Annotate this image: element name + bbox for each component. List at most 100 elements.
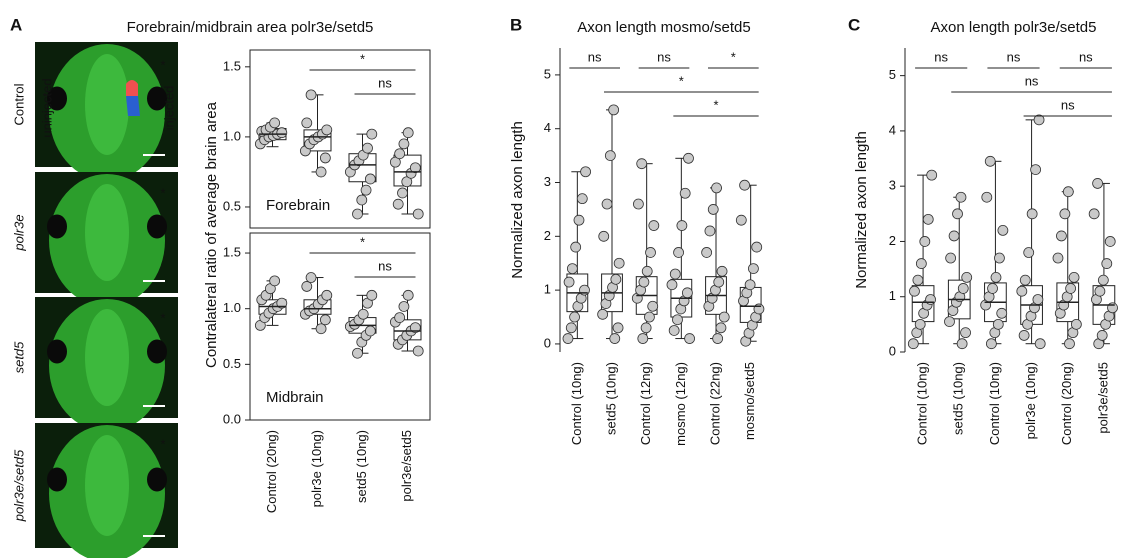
panel-letter: B [510, 15, 522, 34]
data-point [640, 322, 652, 334]
data-point [735, 214, 747, 226]
data-point [604, 150, 616, 162]
marker: * [160, 436, 165, 451]
data-point [366, 128, 378, 140]
x-tick-label: polr3e (10ng) [309, 430, 324, 507]
data-point [1019, 274, 1031, 286]
uninjected-label: uninjected [39, 78, 54, 137]
data-point [364, 173, 376, 185]
y-tick-label: 0.5 [223, 356, 241, 371]
data-point [944, 316, 955, 328]
eye [147, 467, 167, 492]
data-point [961, 271, 973, 283]
significance-label: ns [1025, 73, 1039, 88]
data-point [1033, 114, 1045, 126]
data-point [598, 230, 610, 242]
y-tick-label: 1.5 [223, 58, 241, 73]
x-tick-label: Control (12ng) [638, 362, 653, 445]
data-point [1070, 318, 1082, 330]
data-point [997, 224, 1009, 236]
data-point [1101, 258, 1113, 269]
data-point [1092, 178, 1103, 189]
data-point [666, 279, 678, 291]
data-point [1026, 208, 1038, 220]
data-point [276, 297, 288, 309]
data-point [637, 333, 649, 344]
data-point [711, 182, 722, 194]
data-point [580, 166, 591, 178]
data-point [352, 208, 363, 220]
eye [47, 86, 67, 111]
data-point [751, 241, 763, 253]
image-label: Control [11, 83, 26, 125]
data-point [392, 198, 404, 210]
data-point [1018, 330, 1030, 341]
data-point [676, 220, 688, 231]
plot-frame [249, 232, 431, 421]
data-point [276, 127, 288, 139]
y-tick-label: 5 [889, 67, 896, 82]
x-tick-label: setd5 (10ng) [354, 430, 369, 503]
plot-frame [249, 49, 431, 229]
injection-midbrain [126, 96, 140, 116]
eye [147, 214, 167, 239]
eye [147, 86, 167, 111]
x-tick-label: polr3e/setd5 [1095, 362, 1110, 434]
data-point [401, 176, 413, 188]
data-point [1094, 285, 1106, 297]
data-point [683, 152, 694, 164]
data-point [319, 314, 331, 326]
x-tick-label: Control (10ng) [569, 362, 584, 445]
data-point [647, 300, 659, 312]
eye [147, 339, 167, 364]
data-point [1052, 252, 1064, 264]
y-tick-label: 3 [889, 178, 896, 193]
data-point [319, 152, 331, 164]
eye [47, 214, 67, 239]
x-tick-label: mosmo/setd5 [742, 362, 757, 440]
data-point [960, 327, 971, 339]
data-point [394, 148, 406, 160]
data-point [565, 322, 577, 334]
significance-label: ns [378, 75, 392, 90]
data-point [636, 158, 648, 170]
data-point [1016, 285, 1028, 297]
data-point [305, 272, 317, 283]
data-point [397, 187, 408, 199]
data-point [364, 325, 376, 337]
data-point [1034, 338, 1046, 350]
box [303, 129, 332, 152]
y-tick-label: 4 [544, 120, 551, 135]
data-point [394, 312, 406, 323]
data-point [994, 252, 1005, 264]
data-point [597, 308, 609, 320]
y-axis-label: Normalized axon length [509, 121, 526, 279]
data-point [412, 208, 424, 220]
significance-label: ns [1061, 97, 1075, 112]
data-point [955, 191, 967, 203]
x-tick-label: polr3e/setd5 [399, 430, 414, 502]
data-point [992, 318, 1004, 330]
significance-label: ns [934, 49, 948, 64]
data-point [922, 213, 934, 225]
data-point [356, 194, 368, 206]
significance-label: * [713, 97, 718, 112]
data-point [366, 289, 378, 301]
y-axis-label: Normalized axon length [853, 131, 870, 289]
data-point [562, 333, 574, 344]
data-point [1062, 186, 1074, 198]
y-tick-label: 5 [544, 66, 551, 81]
data-point [1059, 208, 1071, 220]
y-tick-label: 0.5 [223, 198, 241, 213]
tadpole-brain [85, 309, 129, 406]
x-tick-label: Control (20ng) [1059, 362, 1074, 445]
y-tick-label: 1.5 [223, 244, 241, 259]
data-point [684, 333, 695, 344]
data-point [1068, 271, 1080, 283]
data-point [579, 284, 590, 296]
panel-letter: A [10, 15, 22, 34]
data-point [305, 89, 317, 101]
data-point [609, 333, 621, 344]
data-point [269, 117, 281, 129]
